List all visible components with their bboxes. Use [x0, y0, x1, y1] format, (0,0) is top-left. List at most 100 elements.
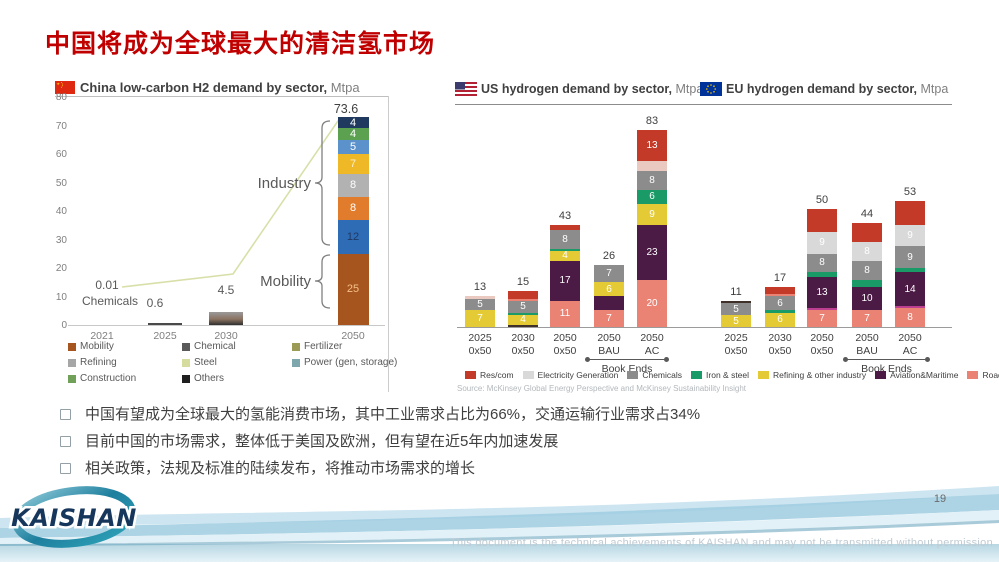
footer-note: This document is the technical achieveme… [450, 537, 993, 549]
source-note: Source: McKinsey Global Energy Perspecti… [457, 384, 747, 393]
us-bar-segment [550, 248, 580, 252]
legend-item: Steel [182, 357, 217, 368]
legend-item: Road transport [967, 370, 999, 380]
legend-swatch [691, 371, 703, 379]
bullet-square-icon [60, 436, 71, 447]
china-legend: Mobility Chemical Fertilizer Refining Steel P… [55, 341, 397, 393]
eu-x-label: 2050 BAU [855, 332, 879, 357]
value-label-2025: 0.6 [146, 296, 164, 310]
eu-bar-segment [895, 305, 925, 309]
eu-bar-segment: 6 [765, 312, 795, 327]
bar-segment: 12 [337, 219, 369, 254]
eu-book-ends-label: Book Ends [861, 363, 912, 375]
bar-2025 [148, 323, 182, 325]
legend-label: Refining [80, 357, 117, 368]
legend-label: Refining & other industry [773, 370, 867, 380]
footer-wave-decoration [0, 486, 999, 562]
y-tick-label: 50 [55, 177, 67, 189]
us-x-label: 2030 0x50 [511, 332, 535, 357]
us-book-ends-label: Book Ends [601, 363, 653, 375]
legend-label: Fertilizer [304, 341, 343, 352]
eu-x-label: 2050 AC [898, 332, 922, 357]
eu-bar-segment: 14 [895, 272, 925, 306]
chemicals-label: Chemicals [81, 294, 138, 308]
eu-chart-unit: Mtpa [920, 82, 949, 96]
eu-bar-segment [765, 286, 795, 294]
us-bar-segment [508, 324, 538, 327]
y-tick-label: 60 [55, 149, 67, 160]
bar-segment: 4 [337, 128, 369, 140]
china-chart-title-text: China low-carbon H2 demand by sector, [80, 79, 328, 95]
y-tick-label: 0 [61, 320, 67, 331]
us-bar-segment: 20 [637, 279, 667, 327]
right-chart-legend: Res/com Electricity Generation Chemicals Ir… [465, 370, 999, 380]
us-chart-unit: Mtpa [675, 82, 704, 96]
us-bar-segment [465, 296, 495, 299]
us-bar-segment [508, 291, 538, 299]
logo-text: KAISHAN [11, 504, 137, 532]
eu-book-ends-bracket [843, 357, 930, 362]
y-tick-label: 10 [55, 291, 67, 303]
trend-line [121, 117, 341, 288]
china-chart-panel: China low-carbon H2 demand by sector, Mt… [55, 78, 397, 393]
eu-chart-header: EU hydrogen demand by sector, Mtpa [700, 82, 948, 96]
legend-swatch [182, 374, 190, 383]
y-tick-label: 40 [55, 206, 67, 217]
panel-divider [388, 96, 389, 392]
x-tick-label: 2021 [90, 330, 114, 342]
eu-bar-segment: 9 [807, 232, 837, 254]
eu-x-label: 2030 0x50 [768, 332, 792, 357]
legend-item: Refining [68, 357, 117, 368]
china-chart-title: China low-carbon H2 demand by sector, Mt… [80, 80, 360, 95]
bullet-list: 中国有望成为全球最大的氢能消费市场，其中工业需求占比为66%，交通运输行业需求占… [58, 406, 958, 487]
x-tick-label: 2050 [341, 330, 365, 342]
us-bar-segment: 7 [594, 310, 624, 327]
us-chart-title: US hydrogen demand by sector, Mtpa [481, 82, 703, 96]
us-x-label: 2025 0x50 [468, 332, 492, 357]
eu-bar-segment: 13 [807, 277, 837, 309]
bracket-dot [843, 357, 848, 362]
us-book-ends-bracket [585, 357, 669, 362]
eu-bar-segment: 8 [807, 253, 837, 273]
us-bar-total: 13 [473, 281, 487, 294]
eu-bar-segment: 10 [852, 286, 882, 311]
legend-label: Aviation&Maritime [890, 370, 959, 380]
eu-bar-segment [721, 300, 751, 304]
bar-segment: 8 [337, 173, 369, 197]
us-chart-header: US hydrogen demand by sector, Mtpa [455, 82, 703, 96]
us-bar-total: 83 [645, 115, 659, 128]
bar-2030 [209, 312, 243, 325]
legend-label: Mobility [80, 341, 114, 352]
eu-bar-total: 53 [903, 186, 917, 199]
eu-x-label: 2025 0x50 [724, 332, 748, 357]
legend-item: Iron & steel [691, 370, 749, 380]
bullet-item: 相关政策，法规及标准的陆续发布，将推动市场需求的增长 [58, 460, 958, 478]
legend-swatch [465, 371, 476, 379]
kaishan-logo: KAISHAN [9, 486, 139, 548]
right-plot-area: Book Ends Book Ends 7 5 13 2025 0x50 4 5 15 2030… [455, 78, 955, 393]
us-bar-total: 43 [558, 210, 572, 223]
us-bar-segment: 17 [550, 260, 580, 301]
eu-bar-total: 11 [730, 285, 742, 298]
legend-label: Res/com [480, 370, 514, 380]
legend-item: Power (gen, storage) [292, 357, 397, 368]
legend-label: Road transport [982, 370, 999, 380]
legend-swatch [68, 374, 76, 383]
china-plot-area: 0.01 Chemicals 0.6 4.5 73.6 Industry Mob… [55, 78, 388, 393]
us-flag-icon [455, 82, 477, 96]
legend-item: Mobility [68, 341, 114, 352]
x-tick-label: 2025 [153, 330, 177, 342]
legend-item: Chemical [182, 341, 236, 352]
china-chart-unit: Mtpa [330, 79, 360, 95]
eu-bar-total: 50 [815, 193, 829, 206]
bar-segment: 4 [337, 117, 369, 129]
eu-bar-segment: 9 [895, 225, 925, 247]
eu-bar-segment: 7 [852, 310, 882, 327]
y-tick-label: 30 [55, 234, 67, 246]
us-bar-segment: 5 [465, 298, 495, 311]
us-bar-segment: 4 [508, 314, 538, 325]
us-eu-chart-panel: US hydrogen demand by sector, Mtpa EU hy… [455, 78, 999, 393]
bar-segment: 5 [337, 139, 369, 154]
us-bar-segment [637, 161, 667, 171]
